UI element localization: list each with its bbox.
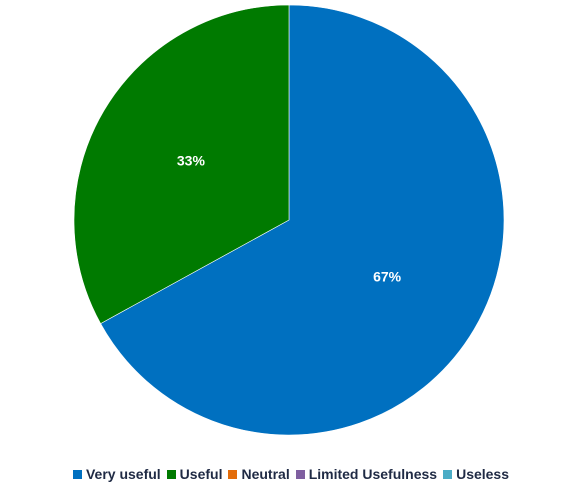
legend-item: Useful	[166, 466, 223, 482]
pie-slice-useful	[73, 4, 290, 324]
legend-item: Useless	[443, 466, 509, 482]
legend-item: Very useful	[72, 466, 161, 482]
pie-slices	[73, 4, 505, 436]
legend-label: Limited Usefulness	[308, 466, 438, 482]
slice-value-label: 33%	[177, 153, 206, 169]
legend-swatch	[72, 469, 82, 479]
legend-item: Limited Usefulness	[295, 466, 438, 482]
legend-swatch	[295, 469, 305, 479]
pie-slice-labels: 67% 33%	[177, 153, 402, 285]
legend-label: Useful	[179, 466, 223, 482]
legend-label: Very useful	[85, 466, 161, 482]
slice-value-label: 67%	[373, 269, 402, 285]
legend-label: Useless	[456, 466, 510, 482]
pie-slice-very-useful	[100, 4, 505, 436]
legend-swatch	[228, 469, 238, 479]
legend-item: Neutral	[228, 466, 290, 482]
legend-swatch	[166, 469, 176, 479]
legend-swatch	[443, 469, 453, 479]
chart-legend: Very useful Useful Neutral Limited Usefulne…	[0, 466, 582, 482]
legend-label: Neutral	[241, 466, 290, 482]
